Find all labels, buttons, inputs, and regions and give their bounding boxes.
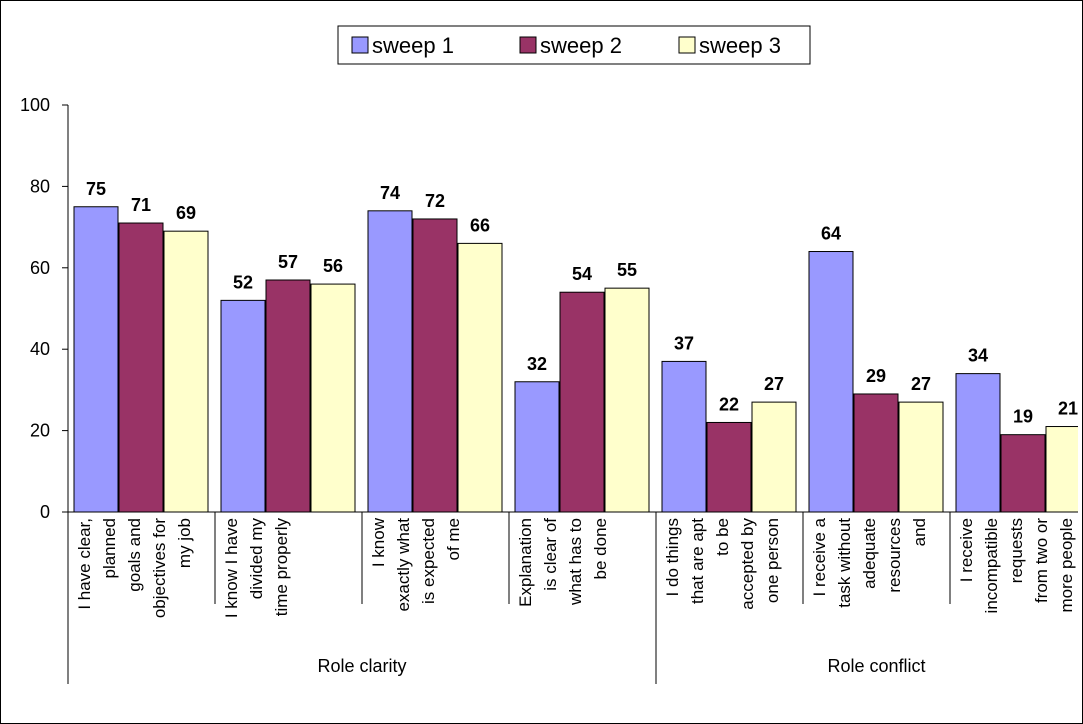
data-label-sweep-2-cat7: 19	[1013, 407, 1033, 427]
category-label-6-line-5: and	[910, 518, 929, 546]
bar-sweep-3-cat2	[310, 283, 356, 513]
data-label-sweep-1-cat5: 37	[674, 333, 694, 353]
category-label-2-line-2: divided my	[247, 518, 266, 600]
legend-label-sweep-3: sweep 3	[699, 33, 781, 58]
category-label-6-line-2: task without	[835, 518, 854, 608]
category-label-4-line-1: Explanation	[516, 518, 535, 607]
bar-sweep-3-cat7	[1045, 426, 1078, 513]
legend-label-sweep-1: sweep 1	[372, 33, 454, 58]
category-label-1-line-2: planned	[100, 518, 119, 579]
category-label-3-line-3: is expected	[419, 518, 438, 604]
data-label-sweep-1-cat7: 34	[968, 346, 988, 366]
bar-sweep-1-cat5	[661, 360, 707, 513]
bar-sweep-2-cat2	[265, 279, 311, 513]
category-label-5-line-4: accepted by	[738, 518, 757, 610]
y-tick-label-60: 60	[30, 258, 50, 278]
category-label-4-line-4: be done	[591, 518, 610, 579]
bar-sweep-2-cat7	[1000, 434, 1046, 513]
legend-box	[337, 25, 811, 65]
y-tick-label-40: 40	[30, 339, 50, 359]
category-label-3-line-2: exactly what	[394, 518, 413, 612]
data-label-sweep-1-cat2: 52	[233, 272, 253, 292]
data-label-sweep-1-cat6: 64	[821, 224, 841, 244]
category-label-6-line-3: adequate	[860, 518, 879, 589]
bar-sweep-3-cat6	[898, 401, 944, 513]
category-label-1-line-1: I have clear,	[75, 518, 94, 610]
data-label-sweep-2-cat1: 71	[131, 195, 151, 215]
data-label-sweep-2-cat5: 22	[719, 394, 739, 414]
data-label-sweep-2-cat6: 29	[866, 366, 886, 386]
legend-label-sweep-2: sweep 2	[540, 33, 622, 58]
bar-sweep-3-cat5	[751, 401, 797, 513]
category-label-5-line-5: one person	[763, 518, 782, 603]
bar-sweep-1-cat2	[220, 299, 266, 513]
data-label-sweep-2-cat4: 54	[572, 264, 592, 284]
category-label-4-line-3: what has to	[566, 518, 585, 606]
data-label-sweep-1-cat1: 75	[86, 179, 106, 199]
category-label-7-line-4: from two or	[1032, 518, 1051, 603]
category-label-7-line-1: I receive	[957, 518, 976, 582]
data-label-sweep-1-cat3: 74	[380, 183, 400, 203]
category-label-2-line-3: time properly	[272, 518, 291, 617]
legend: sweep 1 sweep 2 sweep 3	[337, 25, 811, 65]
category-label-4-line-2: is clear of	[541, 518, 560, 591]
category-label-6-line-1: I receive a	[810, 517, 829, 596]
bar-sweep-2-cat1	[118, 222, 164, 513]
y-tick-label-80: 80	[30, 176, 50, 196]
bar-sweep-2-cat4	[559, 291, 605, 513]
category-label-3-line-4: of me	[444, 518, 463, 561]
legend-swatch-sweep-3	[678, 36, 696, 54]
bar-sweep-2-cat5	[706, 421, 752, 513]
data-label-sweep-3-cat5: 27	[764, 374, 784, 394]
category-label-3-line-1: I know	[369, 517, 388, 567]
category-label-7-line-5: more people	[1057, 518, 1076, 613]
legend-swatch-sweep-1	[351, 36, 369, 54]
data-label-sweep-2-cat2: 57	[278, 252, 298, 272]
y-tick-label-0: 0	[40, 502, 50, 522]
category-label-6-line-4: resources	[885, 518, 904, 593]
category-label-7-line-2: incompatible	[982, 518, 1001, 613]
bar-sweep-1-cat7	[955, 373, 1001, 513]
bar-sweep-3-cat3	[457, 242, 503, 513]
data-label-sweep-1-cat4: 32	[527, 354, 547, 374]
data-label-sweep-3-cat7: 21	[1058, 399, 1078, 419]
bar-sweep-2-cat6	[853, 393, 899, 513]
legend-swatch-sweep-2	[519, 36, 537, 54]
data-label-sweep-3-cat3: 66	[470, 215, 490, 235]
category-label-2-line-1: I know I have	[222, 518, 241, 618]
data-label-sweep-3-cat4: 55	[617, 260, 637, 280]
data-label-sweep-2-cat3: 72	[425, 191, 445, 211]
bar-sweep-1-cat6	[808, 251, 854, 513]
plot-area: 75 52 74 32 37 64 34 71 57 72 54 22 29 19 69 56 66 55 27 27…	[20, 95, 1078, 684]
bar-sweep-1-cat3	[367, 210, 413, 513]
group-label-role-clarity: Role clarity	[317, 656, 406, 676]
data-label-sweep-3-cat1: 69	[176, 203, 196, 223]
bar-sweep-2-cat3	[412, 218, 458, 513]
bar-sweep-3-cat1	[163, 230, 209, 513]
category-label-1-line-4: objectives for	[150, 518, 169, 618]
category-label-5-line-3: to be	[713, 518, 732, 556]
group-label-role-conflict: Role conflict	[827, 656, 925, 676]
category-label-1-line-3: goals and	[125, 518, 144, 592]
category-label-5-line-1: I do things	[663, 518, 682, 596]
data-label-sweep-3-cat2: 56	[323, 256, 343, 276]
y-tick-label-100: 100	[20, 95, 50, 115]
bar-sweep-1-cat1	[73, 206, 119, 513]
category-label-7-line-3: requests	[1007, 518, 1026, 583]
bar-sweep-3-cat4	[604, 287, 650, 513]
data-label-sweep-3-cat6: 27	[911, 374, 931, 394]
y-tick-label-20: 20	[30, 421, 50, 441]
bar-sweep-1-cat4	[514, 381, 560, 513]
category-label-5-line-2: that are apt	[688, 518, 707, 604]
category-label-1-line-5: my job	[175, 518, 194, 568]
